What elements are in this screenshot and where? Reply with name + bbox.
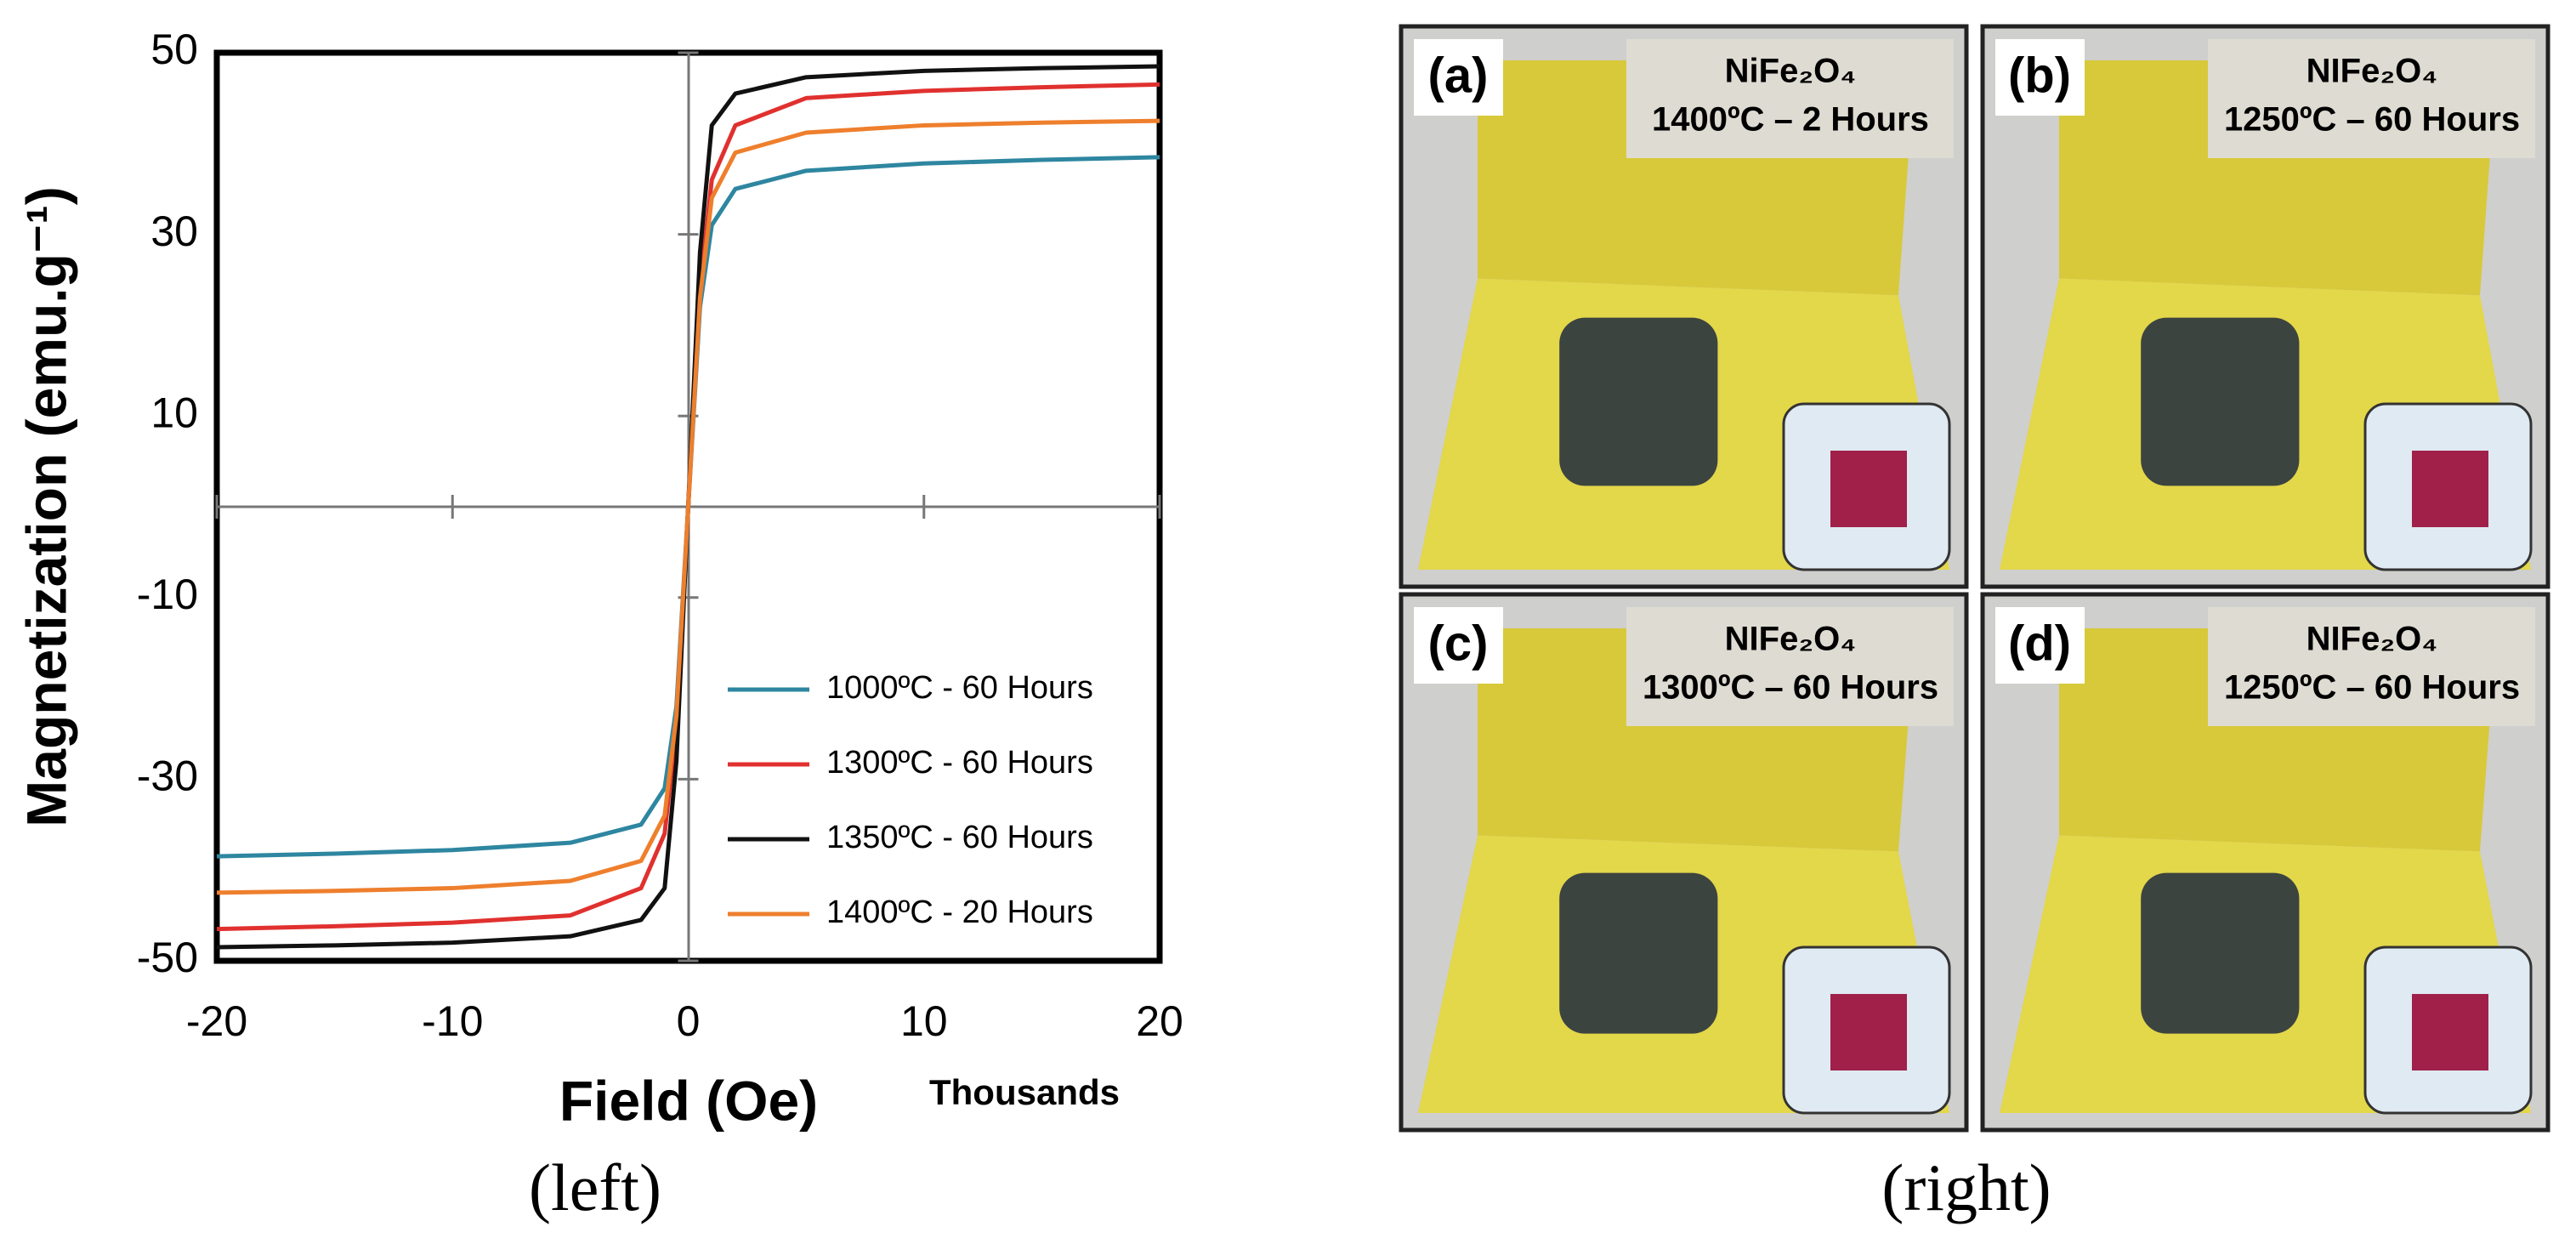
- panel-title: NiFe₂O₄: [1725, 53, 1857, 90]
- printed-sample: [2141, 317, 2300, 486]
- x-tick-label: 0: [677, 997, 701, 1045]
- panel-subtitle: 1300ºC – 60 Hours: [1643, 669, 1938, 707]
- panel-label: (b): [2008, 48, 2071, 103]
- cad-model: [2412, 451, 2488, 527]
- panel-subtitle: 1250ºC – 60 Hours: [2224, 669, 2520, 707]
- x-axis-label: Field (Oe): [559, 1069, 818, 1132]
- label-box: [1414, 39, 1503, 116]
- panel-subtitle: 1250ºC – 60 Hours: [2224, 101, 2520, 139]
- legend-label: 1350ºC - 60 Hours: [826, 820, 1093, 855]
- panel-label: (a): [1428, 48, 1489, 103]
- title-box: [1626, 607, 1954, 726]
- x-tick-label: 20: [1136, 997, 1183, 1045]
- title-box: [1626, 39, 1954, 158]
- panel-title: NIFe₂O₄: [2306, 621, 2438, 658]
- legend-label: 1400ºC - 20 Hours: [826, 894, 1093, 930]
- series-line: [216, 118, 1160, 895]
- caption: (right): [1881, 1150, 2051, 1224]
- y-tick-label: -10: [137, 571, 198, 618]
- cad-model: [1830, 451, 1907, 527]
- photo-panels: (a) NiFe₂O₄ 1400ºC – 2 Hours (b) NIFe₂O₄ 1250…: [1399, 24, 2550, 1133]
- panel-label: (c): [1428, 616, 1489, 671]
- y-tick-label: -50: [137, 934, 198, 981]
- cad-model: [1830, 994, 1907, 1070]
- y-tick-label: -30: [137, 752, 198, 800]
- title-box: [2208, 607, 2535, 726]
- legend-label: 1300ºC - 60 Hours: [826, 745, 1093, 781]
- x-tick-label: -20: [186, 997, 247, 1045]
- cad-model: [2412, 994, 2488, 1070]
- y-tick-label: 30: [150, 207, 198, 255]
- printed-sample: [1559, 317, 1718, 486]
- printed-sample: [2141, 872, 2300, 1034]
- x-tick-label: 10: [900, 997, 948, 1045]
- y-tick-label: 10: [150, 389, 198, 436]
- title-box: [2208, 39, 2535, 158]
- panel-subtitle: 1400ºC – 2 Hours: [1652, 101, 1929, 139]
- x-unit-label: Thousands: [929, 1072, 1120, 1112]
- y-axis-label: Magnetization (emu.g⁻¹): [14, 186, 77, 826]
- panel-title: NIFe₂O₄: [1725, 621, 1857, 658]
- label-box: [1995, 39, 2085, 116]
- printed-sample: [1559, 872, 1718, 1034]
- label-box: [1995, 607, 2085, 684]
- y-tick-label: 50: [150, 26, 198, 73]
- panel-title: NIFe₂O₄: [2306, 53, 2438, 90]
- legend-label: 1000ºC - 60 Hours: [826, 670, 1093, 706]
- x-tick-label: -10: [422, 997, 483, 1045]
- panel-label: (d): [2008, 616, 2071, 671]
- caption: (left): [529, 1150, 661, 1224]
- label-box: [1414, 607, 1503, 684]
